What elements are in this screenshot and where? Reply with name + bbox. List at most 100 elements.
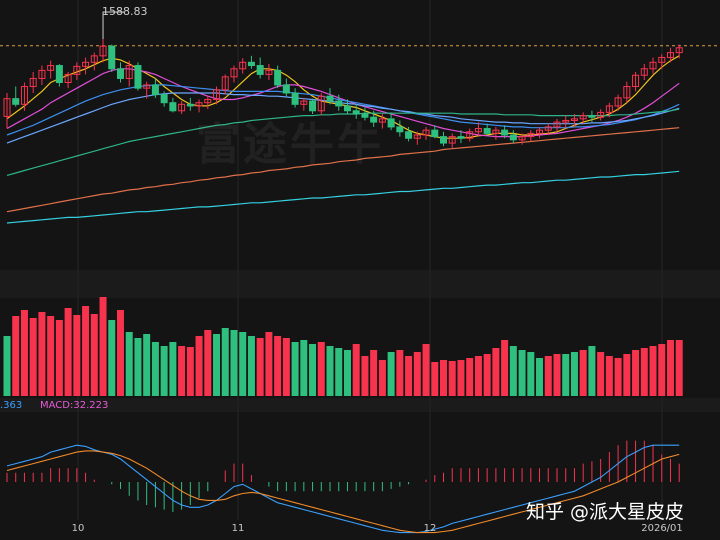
volume-bar bbox=[291, 342, 299, 396]
candle-body bbox=[335, 100, 343, 107]
volume-bar bbox=[544, 356, 552, 396]
volume-bar bbox=[387, 352, 395, 396]
volume-bar bbox=[239, 332, 247, 396]
candle-body bbox=[55, 65, 63, 83]
candle-body bbox=[675, 47, 683, 54]
candle-body bbox=[597, 111, 605, 118]
dif-value-label: .363 bbox=[0, 400, 23, 411]
volume-bar bbox=[623, 354, 631, 396]
volume-bar bbox=[300, 340, 308, 396]
volume-bar bbox=[492, 348, 500, 396]
volume-bar bbox=[186, 347, 194, 396]
volume-bar bbox=[108, 320, 116, 396]
ma30-line bbox=[6, 92, 680, 144]
volume-bar bbox=[562, 354, 570, 396]
candle-body bbox=[632, 74, 640, 88]
volume-bar bbox=[352, 344, 360, 396]
volume-bar bbox=[82, 306, 90, 396]
candle-body bbox=[247, 61, 255, 67]
candle-body bbox=[518, 136, 526, 141]
volume-bar bbox=[579, 350, 587, 396]
volume-bar bbox=[378, 360, 386, 396]
volume-bar bbox=[116, 310, 124, 396]
volume-bar bbox=[518, 350, 526, 396]
candle-body bbox=[47, 65, 55, 71]
candle-body bbox=[291, 92, 299, 105]
candle-body bbox=[169, 102, 177, 112]
volume-bar bbox=[570, 352, 578, 396]
candle-body bbox=[99, 45, 107, 57]
candle-body bbox=[666, 52, 674, 58]
volume-bar bbox=[457, 360, 465, 396]
candle-body bbox=[265, 69, 273, 75]
volume-bar bbox=[265, 332, 273, 396]
volume-bar bbox=[99, 297, 107, 396]
volume-bar bbox=[12, 316, 20, 396]
volume-bar bbox=[274, 336, 282, 396]
candle-body bbox=[623, 86, 631, 99]
volume-bar bbox=[405, 356, 413, 396]
volume-bar bbox=[605, 356, 613, 396]
volume-bar bbox=[343, 350, 351, 396]
candle-body bbox=[82, 61, 90, 67]
candle-body bbox=[405, 131, 413, 139]
dea-line bbox=[6, 450, 680, 534]
volume-bar bbox=[536, 358, 544, 396]
candle-body bbox=[160, 94, 168, 104]
watermark-text: 知乎 @派大星皮皮 bbox=[526, 501, 685, 523]
volume-bar bbox=[195, 336, 203, 396]
volume-bar bbox=[55, 320, 63, 396]
background-logo-watermark: 富途牛牛 bbox=[196, 119, 384, 170]
volume-bar bbox=[483, 354, 491, 396]
volume-bar bbox=[658, 344, 666, 396]
volume-bar bbox=[422, 344, 430, 396]
volume-bar bbox=[326, 346, 334, 396]
volume-bar bbox=[247, 336, 255, 396]
candle-body bbox=[12, 98, 20, 105]
volume-bar bbox=[632, 350, 640, 396]
volume-bar bbox=[675, 340, 683, 396]
volume-bar bbox=[256, 338, 264, 396]
volume-bar bbox=[509, 346, 517, 396]
volume-bar bbox=[431, 362, 439, 396]
volume-bar bbox=[90, 314, 98, 396]
candle-body bbox=[527, 132, 535, 138]
volume-bar bbox=[204, 330, 212, 396]
candle-body bbox=[134, 65, 142, 89]
candle-body bbox=[116, 68, 124, 79]
ma60-line bbox=[6, 108, 680, 176]
candle-body bbox=[448, 136, 456, 144]
volume-bar bbox=[501, 340, 509, 396]
candle-body bbox=[239, 61, 247, 70]
candle-body bbox=[90, 55, 98, 63]
candle-body bbox=[29, 77, 37, 88]
candle-body bbox=[570, 118, 578, 121]
volume-bar bbox=[396, 350, 404, 396]
candle-body bbox=[274, 69, 282, 86]
x-tick-label: 11 bbox=[231, 523, 245, 534]
candle-body bbox=[151, 84, 159, 96]
volume-bar bbox=[640, 348, 648, 396]
volume-bar bbox=[317, 342, 325, 396]
candle-body bbox=[3, 98, 11, 117]
volume-bar bbox=[151, 342, 159, 396]
candle-body bbox=[536, 129, 544, 134]
volume-bar bbox=[29, 318, 37, 396]
candle-body bbox=[309, 100, 317, 112]
macd-value-label: MACD:32.223 bbox=[40, 400, 109, 411]
volume-bar bbox=[230, 330, 238, 396]
volume-bar bbox=[588, 346, 596, 396]
candle-body bbox=[221, 76, 229, 91]
candle-body bbox=[396, 126, 404, 133]
volume-bar bbox=[597, 352, 605, 396]
candle-body bbox=[256, 65, 264, 75]
candle-body bbox=[640, 68, 648, 76]
volume-bar bbox=[143, 334, 151, 396]
candle-body bbox=[553, 121, 561, 128]
x-tick-label: 12 bbox=[423, 523, 437, 534]
candle-body bbox=[483, 128, 491, 134]
ma250-line bbox=[6, 170, 680, 224]
candle-body bbox=[361, 113, 369, 118]
